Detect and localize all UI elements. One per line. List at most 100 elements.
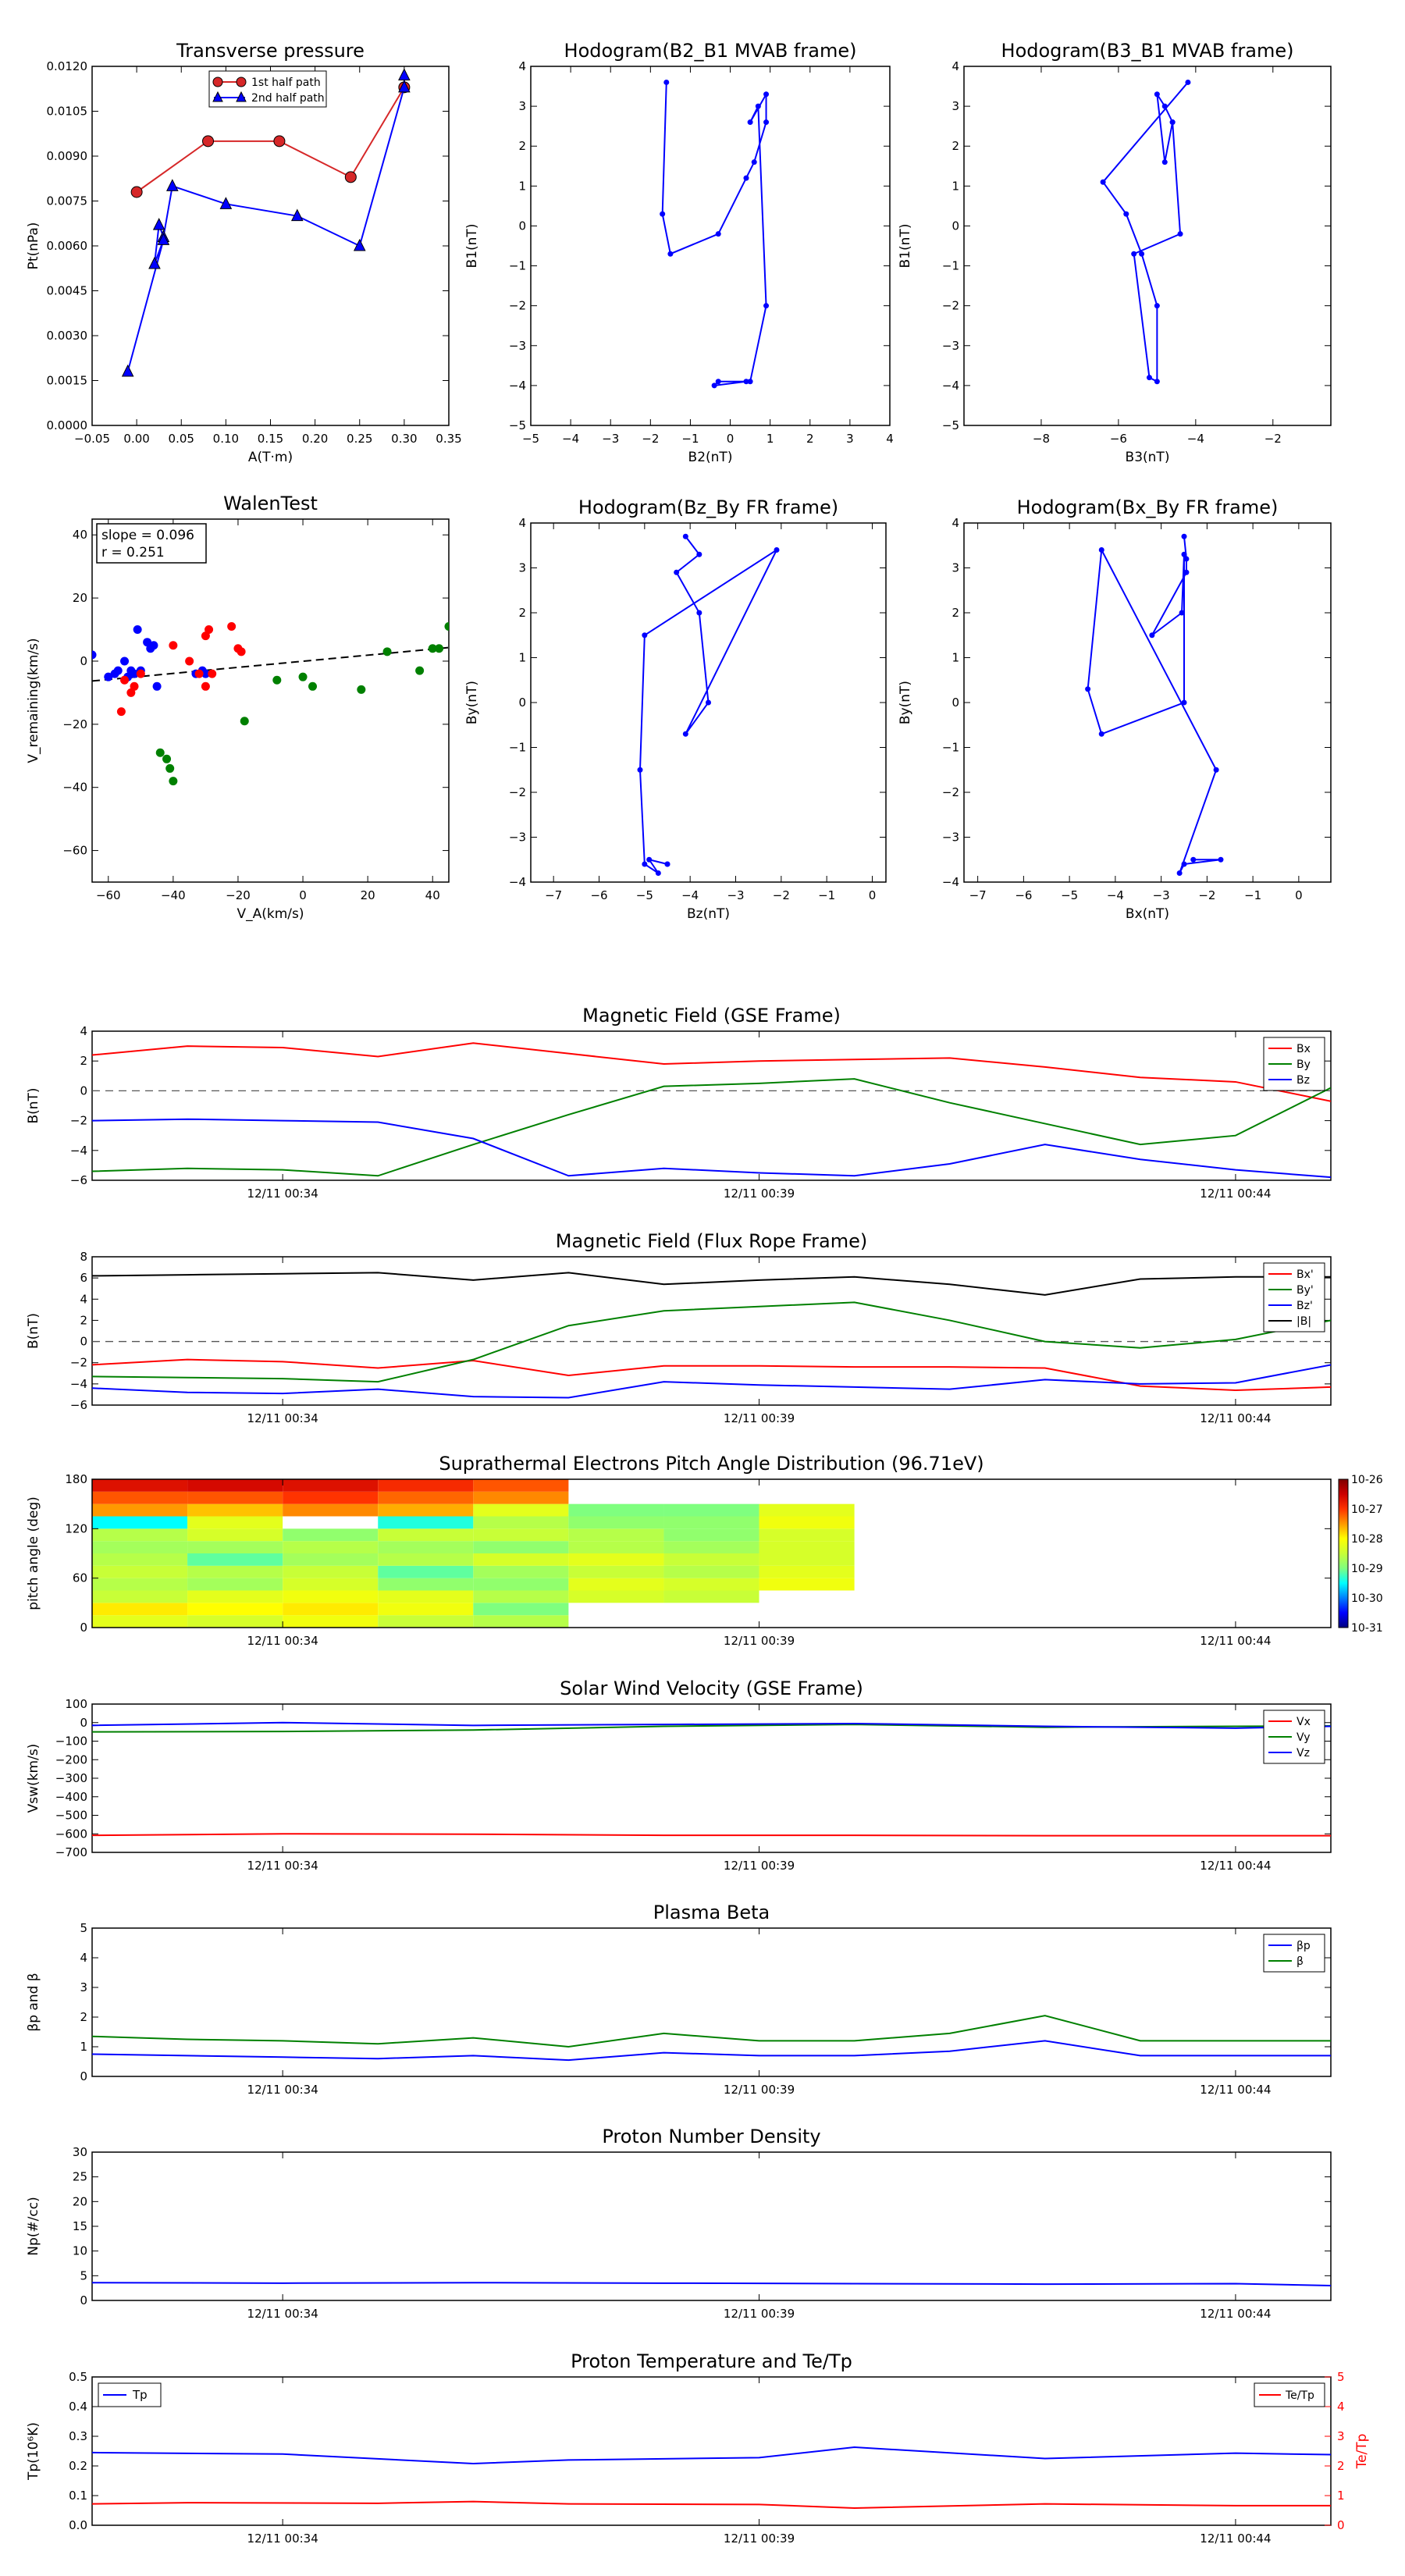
panel-h4: Hodogram(Bx_By FR frame) −7 −6 −5 −4 −3 −2 −1 0 −… [898, 496, 1332, 922]
y-tick-label: 0 [518, 696, 526, 710]
x-tick-label: 12/11 00:34 [247, 2083, 318, 2097]
x-tick-label: 0.35 [436, 432, 461, 446]
x-tick-label: −2 [773, 888, 790, 902]
heatmap-cell [92, 1503, 188, 1517]
x-tick-label: 12/11 00:44 [1200, 2532, 1271, 2546]
y-tick-label: 20 [73, 591, 87, 605]
heatmap-cell [568, 1528, 664, 1542]
panel-vsw: Solar Wind Velocity (GSE Frame) 12/11 00:… [26, 1678, 1332, 1873]
scatter-point [308, 681, 318, 691]
plot-area [92, 621, 449, 786]
y-tick-label: 5 [80, 1921, 87, 1935]
heatmap-cell [283, 1503, 379, 1517]
data-marker [1123, 211, 1129, 217]
x-tick-label: 12/11 00:39 [724, 1187, 795, 1201]
heatmap-cell [92, 1541, 188, 1553]
series-line [92, 2015, 1331, 2048]
heatmap-cell [187, 1528, 283, 1542]
scatter-point [126, 688, 136, 697]
y-tick-label: 2 [80, 2010, 87, 2024]
series-line [126, 75, 405, 372]
heatmap-cell [759, 1516, 855, 1529]
data-marker [1183, 569, 1190, 575]
series-line [92, 1078, 1331, 1177]
scatter-point [435, 644, 444, 653]
x-tick-label: −8 [1033, 432, 1050, 446]
heatmap-cell [473, 1503, 569, 1517]
y-tick-label: 0.0120 [47, 59, 88, 73]
y-tick-label: 0 [518, 219, 526, 233]
data-marker [1154, 91, 1160, 98]
data-marker [1161, 159, 1168, 165]
plot-area [92, 1272, 1331, 1399]
x-tick-label: −5 [636, 888, 653, 902]
data-marker [1098, 547, 1104, 553]
heatmap-cell [759, 1553, 855, 1566]
y-tick-label: −6 [70, 1173, 87, 1187]
scatter-point [298, 672, 308, 681]
heatmap-cell [568, 1541, 664, 1553]
plot-area [92, 1721, 1331, 1837]
y-tick-label: −600 [55, 1827, 87, 1841]
data-marker [743, 175, 749, 181]
legend-label: 1st half path [251, 76, 321, 89]
y-tick-label: 0.4 [69, 2400, 87, 2414]
y-tick-label: 40 [73, 528, 87, 542]
x-tick-label: −0.05 [74, 432, 110, 446]
scatter-point [169, 641, 178, 650]
y-tick-label: −200 [55, 1752, 87, 1767]
y-tick-label: −4 [509, 379, 526, 393]
panel-mag_fr: Magnetic Field (Flux Rope Frame) 12/11 00… [26, 1230, 1332, 1425]
data-marker [774, 547, 780, 553]
y-tick-label: −3 [509, 831, 526, 845]
heatmap-cell [568, 1590, 664, 1603]
data-marker [637, 767, 643, 773]
chart-title: Proton Number Density [602, 2126, 820, 2147]
colorbar-tick-label: 10-31 [1351, 1622, 1383, 1635]
legend-label: Vz [1297, 1747, 1310, 1759]
scatter-point [382, 647, 392, 656]
data-marker [763, 119, 770, 126]
x-tick-label: −2 [642, 432, 659, 446]
data-marker [1185, 79, 1191, 85]
scatter-point [357, 685, 366, 694]
heatmap-cell [663, 1553, 759, 1566]
heatmap-cell [283, 1541, 379, 1553]
plot-area [92, 2015, 1331, 2062]
x-tick-label: −6 [1015, 888, 1032, 902]
x-tick-label: 12/11 00:39 [724, 2532, 795, 2546]
legend-box [1263, 1934, 1325, 1973]
data-marker [663, 79, 670, 85]
x-tick-label: −4 [681, 888, 699, 902]
data-marker [152, 218, 165, 230]
y-tick-label: −4 [942, 379, 959, 393]
y-tick-label: 1 [951, 651, 959, 665]
y-tick-label: 180 [65, 1472, 87, 1486]
data-marker [655, 870, 661, 876]
data-marker [1100, 179, 1106, 185]
scatter-point [444, 621, 449, 631]
heatmap-cell [92, 1578, 188, 1591]
heatmap-cell [92, 1553, 188, 1566]
heatmap-cell [473, 1578, 569, 1591]
x-axis-label: Bz(nT) [687, 906, 730, 922]
data-marker [743, 379, 749, 385]
x-tick-label: 12/11 00:34 [247, 2532, 318, 2546]
y-axis-label: By(nT) [464, 681, 480, 724]
y-tick-label: 1 [518, 651, 526, 665]
data-marker [1146, 375, 1152, 381]
y-tick-label: 100 [65, 1697, 87, 1711]
scatter-point [415, 666, 425, 675]
panel-beta: Plasma Beta 12/11 00:34 12/11 00:39 12/11 0… [26, 1902, 1332, 2097]
y-tick-label: −300 [55, 1771, 87, 1785]
y-tick-label: −2 [509, 785, 526, 799]
heatmap-cell [473, 1516, 569, 1529]
heatmap-cell [473, 1491, 569, 1504]
heatmap-cell [568, 1553, 664, 1566]
scatter-point [185, 656, 194, 666]
y-axis-label: Tp(10⁶K) [26, 2422, 41, 2481]
chart-title: Plasma Beta [653, 1902, 770, 1923]
heatmap-cell [378, 1528, 474, 1542]
data-marker [1149, 632, 1155, 639]
data-marker [1181, 533, 1187, 539]
